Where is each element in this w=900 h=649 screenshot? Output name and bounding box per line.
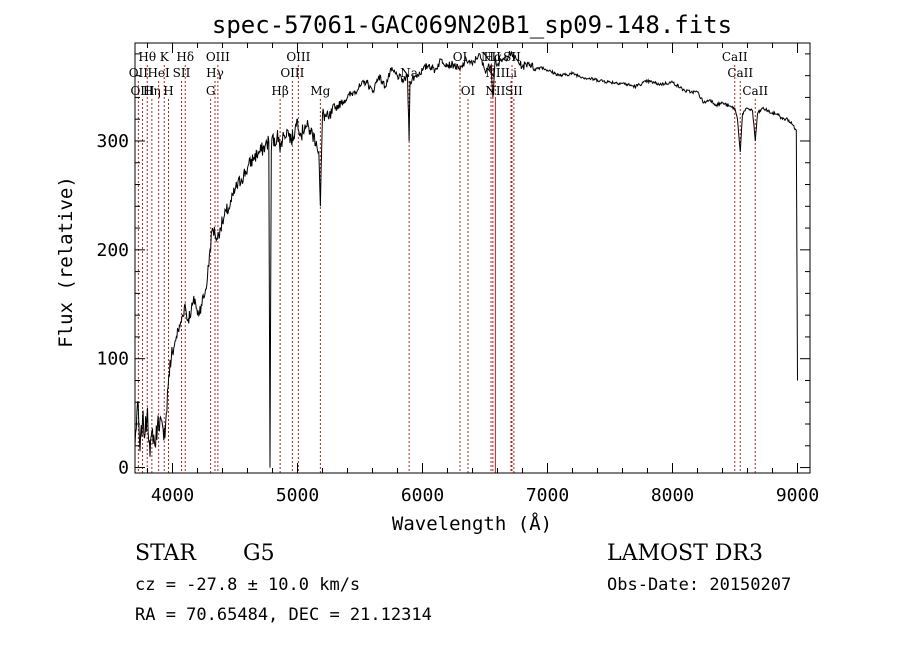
obs-date: Obs-Date: 20150207: [607, 575, 791, 595]
marker-label-5: HeI: [147, 66, 170, 80]
plot-frame: [134, 42, 811, 474]
x-tick-label-2: 6000: [401, 485, 444, 506]
marker-label-26: CaII: [722, 50, 748, 64]
marker-label-7: Hδ: [176, 50, 194, 64]
marker-label-25: SII: [505, 84, 523, 98]
marker-label-8: SII: [173, 66, 191, 80]
y-tick-label-3: 300: [96, 131, 129, 152]
marker-label-14: Hβ: [271, 84, 288, 98]
object-subclass: G5: [243, 541, 275, 566]
y-tick-label-0: 0: [118, 458, 129, 479]
y-tick-label-2: 200: [96, 240, 129, 261]
marker-label-21: NII: [485, 66, 505, 80]
marker-label-13: OIII: [280, 66, 304, 80]
marker-label-22: NII: [485, 84, 505, 98]
marker-label-28: CaII: [742, 84, 768, 98]
object-class: STAR: [135, 541, 197, 566]
marker-label-27: CaII: [727, 66, 753, 80]
marker-label-3: Hη: [143, 84, 161, 98]
marker-label-0: Hθ: [138, 50, 156, 64]
marker-label-20: Hα: [484, 50, 503, 64]
marker-label-1: OII: [129, 66, 149, 80]
y-tick-label-1: 100: [96, 349, 129, 370]
marker-label-6: H: [163, 84, 173, 98]
marker-label-17: OI: [453, 50, 468, 64]
y-axis-label: Flux (relative): [55, 176, 77, 348]
x-tick-label-5: 9000: [776, 485, 819, 506]
x-tick-label-4: 8000: [651, 485, 694, 506]
x-tick-label-3: 7000: [526, 485, 569, 506]
redshift-line: cz = -27.8 ± 10.0 km/s: [135, 575, 360, 595]
marker-label-16: Na: [400, 66, 418, 80]
axes: 4000 5000 6000 7000 8000 9000 0 100 200 300: [96, 42, 819, 506]
marker-label-24: Li: [505, 66, 517, 80]
x-tick-label-0: 4000: [151, 485, 194, 506]
x-axis-label: Wavelength (Å): [392, 512, 552, 535]
marker-label-4: K: [160, 50, 170, 64]
marker-label-18: OI: [461, 84, 476, 98]
marker-label-12: OIII: [286, 50, 310, 64]
plot-area: [134, 50, 798, 468]
marker-label-10: Hγ: [206, 66, 224, 80]
marker-label-2: OIII: [130, 84, 154, 98]
x-tick-label-1: 5000: [276, 485, 319, 506]
spectrum-series: [134, 50, 798, 468]
marker-label-15: Mg: [310, 84, 330, 98]
survey-name: LAMOST DR3: [607, 541, 763, 566]
coordinates: RA = 70.65484, DEC = 21.12314: [135, 605, 432, 625]
chart-title: spec-57061-GAC069N20B1_sp09-148.fits: [212, 11, 732, 39]
marker-label-11: G: [206, 84, 216, 98]
marker-label-9: OIII: [206, 50, 230, 64]
